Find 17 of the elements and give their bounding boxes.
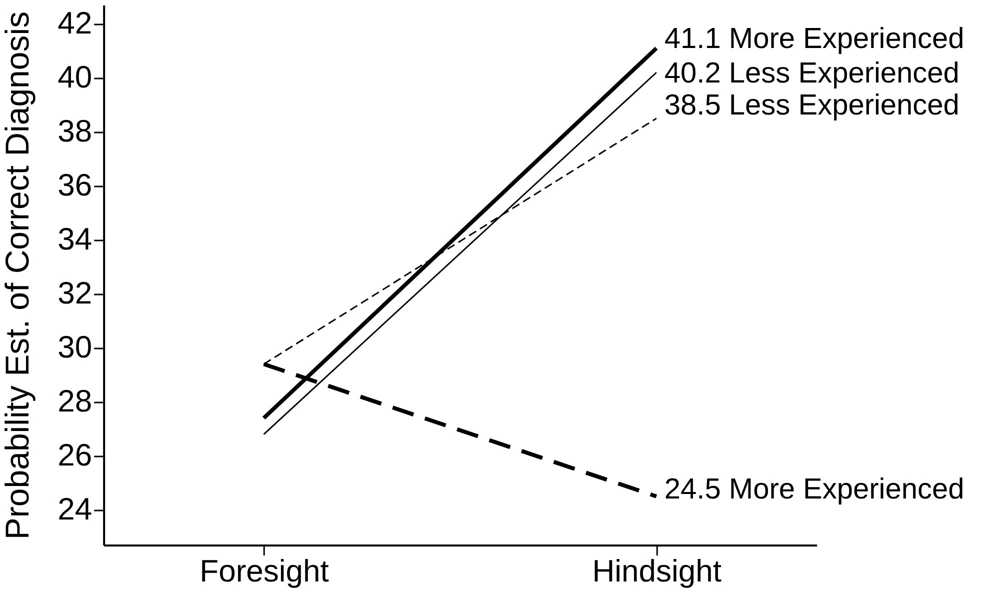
y-axis-title: Probability Est. of Correct Diagnosis xyxy=(0,11,36,540)
y-tick-label: 30 xyxy=(58,329,92,364)
x-tick-label: Hindsight xyxy=(592,554,722,588)
y-tick-label: 42 xyxy=(58,5,92,40)
text: 41.1 More Experienced xyxy=(664,23,964,56)
y-tick-label: 36 xyxy=(58,167,92,202)
y-tick-label: 38 xyxy=(58,113,92,148)
text: 40.2 Less Experienced xyxy=(664,58,960,90)
y-tick-label: 34 xyxy=(58,221,92,256)
y-tick-label: 24 xyxy=(58,491,92,526)
y-tick-label: 32 xyxy=(58,275,92,310)
y-tick-label: 26 xyxy=(58,437,92,472)
y-tick-label: 40 xyxy=(58,59,92,94)
text: 38.5 Less Experienced xyxy=(664,89,960,122)
y-tick-label: 28 xyxy=(58,383,92,418)
x-tick-label: Foresight xyxy=(200,554,330,588)
text: 24.5 More Experienced xyxy=(664,473,964,506)
